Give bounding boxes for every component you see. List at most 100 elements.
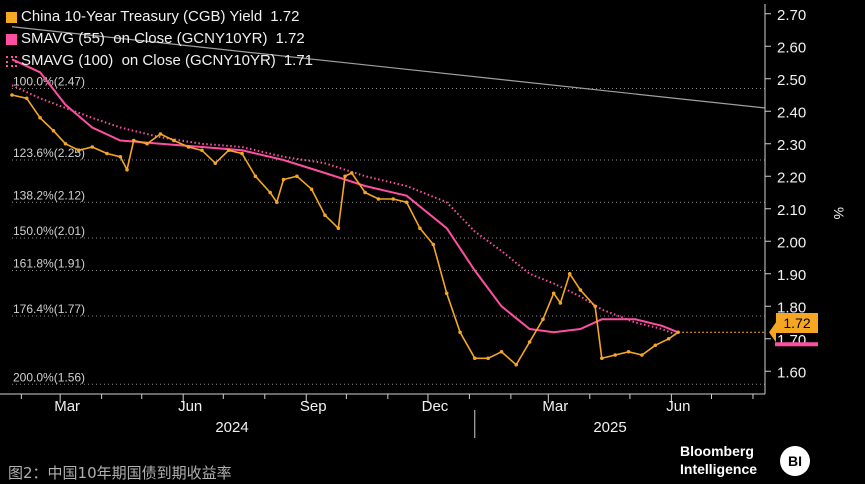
fib-level-label: 200.0%(1.56) xyxy=(13,370,85,384)
cgb-data-point xyxy=(472,356,477,361)
legend-value: 1.72 xyxy=(270,8,300,25)
cgb-data-point xyxy=(51,128,56,133)
legend-item-smavg-100: SMAVG (100) on Close (GCNY10YR) 1.71 xyxy=(6,50,313,72)
cgb-data-point xyxy=(666,336,671,341)
y-tick-label: 2.20 xyxy=(777,169,806,186)
x-tick-label: Dec xyxy=(422,398,449,415)
cgb-data-point xyxy=(336,226,341,231)
cgb-data-point xyxy=(600,356,604,361)
cgb-data-point xyxy=(541,317,545,322)
cgb-data-point xyxy=(131,138,136,143)
cgb-data-point xyxy=(105,151,109,156)
y-tick-label: 1.90 xyxy=(777,267,806,284)
cgb-data-point xyxy=(499,349,504,354)
series-cgb-wick-line xyxy=(11,94,679,366)
legend-item-smavg-55: SMAVG (55) on Close (GCNY10YR) 1.72 xyxy=(6,28,313,50)
cgb-data-point xyxy=(268,190,272,195)
fib-level-label: 138.2%(2.12) xyxy=(13,188,85,202)
y-tick-label: 1.60 xyxy=(777,364,806,381)
x-tick-label: Jun xyxy=(178,398,202,415)
chart-legend: China 10-Year Treasury (CGB) Yield 1.72 … xyxy=(6,6,313,72)
cgb-data-point xyxy=(90,145,95,149)
cgb-data-point xyxy=(125,167,129,172)
fib-level-label: 150.0%(2.01) xyxy=(13,224,85,238)
series-cgb-yield-line xyxy=(11,94,679,367)
cgb-data-point xyxy=(444,291,449,296)
cgb-data-point xyxy=(186,145,191,149)
y-tick-label: 2.60 xyxy=(777,39,806,56)
cgb-data-point xyxy=(527,340,532,344)
cgb-data-point xyxy=(275,200,279,205)
cgb-data-point xyxy=(24,96,29,101)
cgb-data-point xyxy=(418,226,422,231)
cgb-data-point xyxy=(295,174,299,179)
cgb-data-point xyxy=(376,197,381,201)
brand-line-1: Bloomberg xyxy=(680,443,754,459)
cgb-data-point xyxy=(514,362,519,367)
cgb-data-point xyxy=(558,301,563,305)
y-axis-label: % xyxy=(831,207,847,219)
x-tick-label: Jun xyxy=(666,398,690,415)
cgb-data-point xyxy=(551,291,556,296)
cgb-data-point xyxy=(226,148,231,153)
y-tick-label: 2.00 xyxy=(777,234,806,251)
cgb-data-point xyxy=(391,197,395,201)
legend-value: 1.71 xyxy=(283,52,314,69)
bi-logo-icon: BI xyxy=(780,446,810,476)
cgb-data-point xyxy=(458,330,462,335)
figure-caption: 图2：中国10年期国债到期收益率 xyxy=(8,464,232,482)
cgb-data-point xyxy=(323,213,327,218)
cgb-data-point xyxy=(640,353,644,357)
cgb-data-point xyxy=(567,271,572,276)
x-tick-label: Sep xyxy=(300,398,327,415)
cgb-data-point xyxy=(349,171,354,175)
cgb-data-point xyxy=(593,304,597,309)
fib-level-label: 161.8%(1.91) xyxy=(13,257,85,271)
smavg-55-last-marker xyxy=(775,342,818,347)
cgb-data-point xyxy=(240,151,244,156)
cgb-data-point xyxy=(38,115,42,120)
legend-item-cgb-yield: China 10-Year Treasury (CGB) Yield 1.72 xyxy=(6,6,313,28)
year-label: 2024 xyxy=(215,419,248,436)
fib-level-label: 100.0%(2.47) xyxy=(13,75,85,89)
legend-value: 1.72 xyxy=(275,30,305,47)
x-tick-label: Mar xyxy=(542,398,568,415)
year-label: 2025 xyxy=(593,419,626,436)
legend-label: SMAVG (55) on Close (GCNY10YR) xyxy=(21,30,268,47)
cgb-data-point xyxy=(158,132,163,136)
cgb-data-point xyxy=(653,343,658,348)
cgb-data-point xyxy=(213,161,218,166)
legend-label: China 10-Year Treasury (CGB) Yield xyxy=(21,8,263,25)
cgb-data-point xyxy=(77,148,81,153)
legend-label: SMAVG (100) on Close (GCNY10YR) xyxy=(21,52,276,69)
cgb-data-point xyxy=(626,349,631,354)
series-smavg-55-line xyxy=(11,58,679,334)
last-value-pointer xyxy=(769,322,776,343)
x-tick-label: Mar xyxy=(54,398,80,415)
cgb-data-point xyxy=(363,190,367,195)
series-smavg-100-line xyxy=(11,84,679,337)
legend-swatch-pink-dotted xyxy=(6,55,17,67)
fib-level-label: 176.4%(1.77) xyxy=(13,302,85,316)
cgb-data-point xyxy=(10,93,14,97)
legend-swatch-pink xyxy=(6,33,17,45)
y-tick-label: 2.50 xyxy=(777,72,806,89)
bloomberg-intelligence-logo: Bloomberg Intelligence xyxy=(680,442,757,478)
cgb-data-point xyxy=(118,154,123,159)
y-tick-label: 2.10 xyxy=(777,202,806,219)
cgb-data-point xyxy=(404,200,409,205)
cgb-data-point xyxy=(613,353,618,357)
cgb-data-point xyxy=(343,174,347,179)
y-tick-label: 2.30 xyxy=(777,137,806,154)
fib-level-label: 123.6%(2.25) xyxy=(13,146,85,160)
cgb-data-point xyxy=(200,148,204,153)
cgb-data-point xyxy=(578,288,583,292)
brand-line-2: Intelligence xyxy=(680,461,758,477)
y-tick-label: 2.70 xyxy=(777,7,806,24)
y-tick-label: 2.40 xyxy=(777,104,806,121)
cgb-data-point xyxy=(309,187,314,192)
cgb-data-point xyxy=(63,141,68,146)
cgb-data-point xyxy=(145,141,149,146)
cgb-data-point xyxy=(486,356,490,361)
